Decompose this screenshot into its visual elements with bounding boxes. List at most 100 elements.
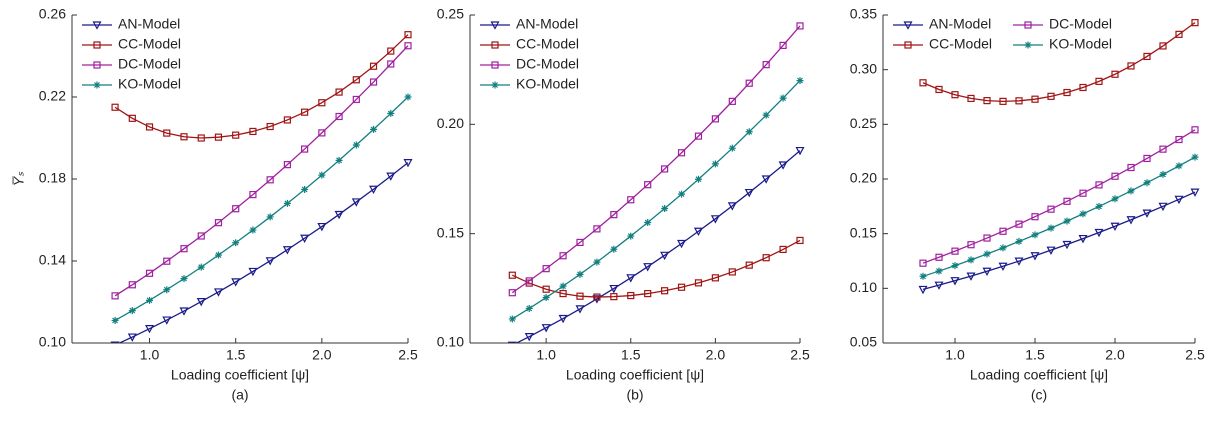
marker [1031,95,1039,103]
marker [180,245,188,253]
marker [352,76,360,84]
marker [1095,181,1103,189]
marker [525,277,533,285]
marker [266,122,274,131]
marker [796,22,804,30]
marker [318,171,326,179]
marker [1159,145,1167,153]
marker [644,289,652,298]
legend-label: AN-Model [929,16,991,32]
marker [1046,246,1056,255]
marker [762,61,770,69]
legend-marker [93,81,101,89]
marker [1079,83,1087,92]
marker [745,79,753,87]
marker [145,325,155,334]
marker [779,41,787,49]
marker [644,181,652,189]
marker [610,211,618,219]
marker [335,112,343,121]
marker [1015,220,1023,228]
subtitle: (a) [231,387,248,403]
legend-marker [904,41,912,49]
marker [1143,179,1151,187]
marker [626,274,636,283]
y-axis-label: Y̅ₛ [11,171,27,186]
marker [387,109,395,117]
marker [951,91,959,99]
marker [762,254,770,262]
legend-marker [93,61,101,69]
marker [197,134,205,142]
series-line [922,22,1196,103]
marker [214,251,222,259]
x-axis-label: Loading coefficient [ψ] [566,367,704,383]
marker [232,205,240,213]
marker [779,94,787,102]
marker [301,145,309,153]
marker [542,294,550,302]
marker [935,253,943,261]
marker [318,129,326,137]
legend-marker [1024,41,1032,49]
marker [935,85,943,94]
marker [1190,188,1200,197]
marker [163,286,171,294]
marker [111,103,119,111]
series-line [117,162,409,343]
marker [1127,62,1135,70]
marker [1175,162,1183,170]
x-tick-label: 2.5 [790,347,810,363]
marker [542,265,550,273]
marker [644,219,652,227]
marker [1062,240,1072,250]
y-tick-label: 0.20 [850,170,877,186]
marker [1063,217,1071,225]
y-tick-label: 0.14 [39,252,66,268]
marker [1015,97,1023,105]
marker [983,234,991,242]
marker [661,165,669,173]
marker [282,246,292,255]
marker [796,77,804,85]
marker [1159,170,1167,178]
marker [593,293,601,301]
marker [919,272,927,280]
marker [369,62,378,70]
marker [1047,92,1055,100]
marker [1143,52,1151,61]
marker [196,297,206,307]
x-tick-label: 1.0 [536,347,556,363]
marker [1111,70,1119,78]
marker [779,245,787,254]
marker [795,146,805,156]
marker [1175,30,1183,38]
marker [1191,153,1199,161]
y-tick-label: 0.22 [39,88,66,104]
x-tick-label: 1.5 [226,347,246,363]
legend-label: DC-Model [1049,16,1112,32]
marker [727,202,737,211]
x-tick-label: 2.0 [706,347,726,363]
marker [762,111,770,119]
marker [1030,252,1040,261]
subtitle: (b) [626,387,643,403]
marker [610,293,618,301]
marker [728,268,736,276]
marker [1047,224,1055,232]
marker [111,292,119,300]
marker [592,295,602,304]
marker [110,341,120,343]
marker [369,78,378,86]
marker [403,159,413,168]
marker [387,47,395,55]
series-line [114,96,409,322]
x-tick-label: 2.0 [1105,347,1125,363]
series-line [922,156,1196,277]
marker [283,116,291,124]
marker [232,239,240,247]
marker [576,270,584,278]
y-tick-label: 0.30 [850,60,877,76]
marker [300,234,310,244]
marker [558,314,568,324]
